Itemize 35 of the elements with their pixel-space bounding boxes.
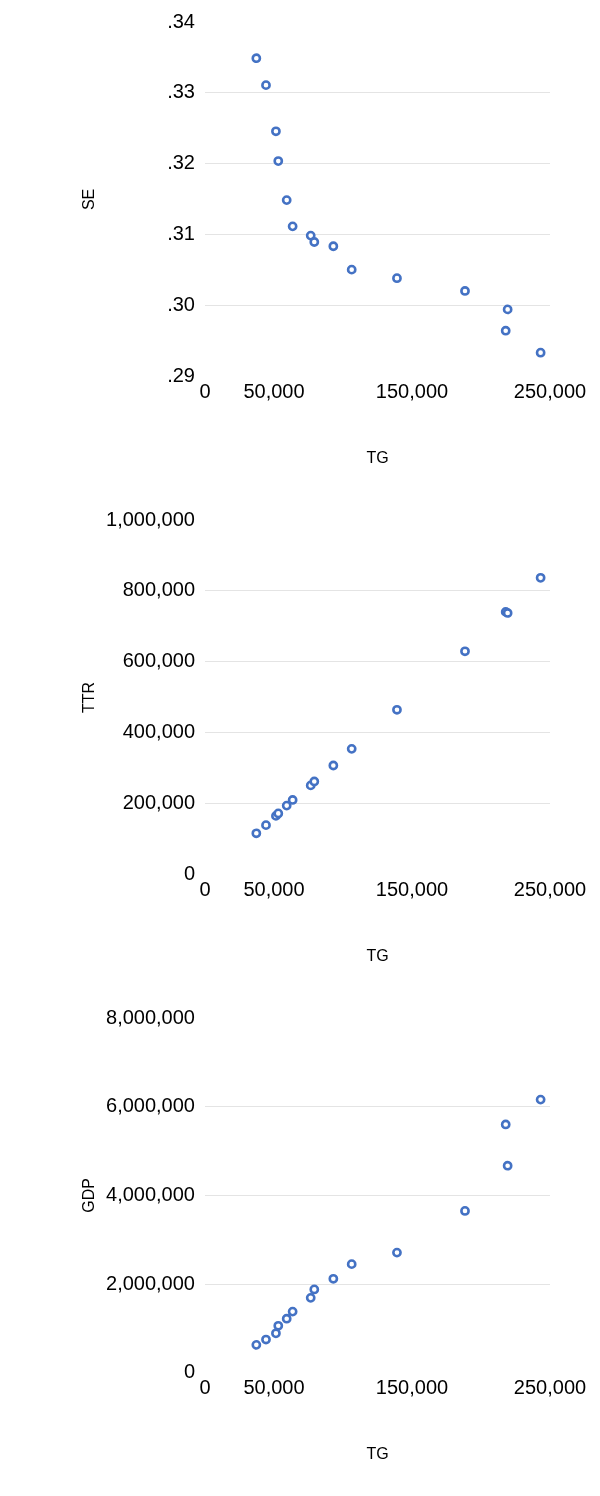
x-tick-label: 250,000 [513, 878, 587, 901]
x-tick-label: 250,000 [513, 1376, 587, 1399]
y-tick-label: 6,000,000 [106, 1094, 195, 1117]
y-tick-label: 200,000 [122, 791, 195, 814]
y-axis-title: GDP [80, 1178, 98, 1213]
y-tick-label: 0 [183, 862, 195, 885]
y-tick-label: .33 [167, 80, 195, 103]
x-tick-label: 50,000 [243, 1376, 305, 1399]
x-tick-label: 250,000 [513, 380, 587, 403]
y-tick-label: 8,000,000 [106, 1005, 195, 1028]
y-axis-title: SE [80, 188, 98, 211]
x-tick-label: 0 [199, 380, 211, 403]
y-tick-label: 1,000,000 [106, 507, 195, 530]
y-tick-label: 4,000,000 [106, 1182, 195, 1205]
x-tick-label: 0 [199, 878, 211, 901]
x-axis-title: TG [366, 448, 389, 466]
y-tick-label: .34 [167, 9, 195, 32]
y-axis-title: TTR [80, 681, 98, 713]
y-tick-label: 800,000 [122, 578, 195, 601]
x-tick-label: 150,000 [375, 878, 449, 901]
y-tick-label: 600,000 [122, 649, 195, 672]
y-tick-label: .31 [167, 222, 195, 245]
y-tick-label: .29 [167, 364, 195, 387]
x-tick-label: 150,000 [375, 1376, 449, 1399]
x-axis-title: TG [366, 946, 389, 964]
x-tick-label: 50,000 [243, 380, 305, 403]
y-tick-label: .30 [167, 293, 195, 316]
y-tick-label: 0 [183, 1360, 195, 1383]
y-tick-label: 2,000,000 [106, 1271, 195, 1294]
x-axis-title: TG [366, 1444, 389, 1462]
y-tick-label: 400,000 [122, 720, 195, 743]
x-tick-label: 150,000 [375, 380, 449, 403]
x-tick-label: 50,000 [243, 878, 305, 901]
x-tick-label: 0 [199, 1376, 211, 1399]
y-tick-label: .32 [167, 151, 195, 174]
